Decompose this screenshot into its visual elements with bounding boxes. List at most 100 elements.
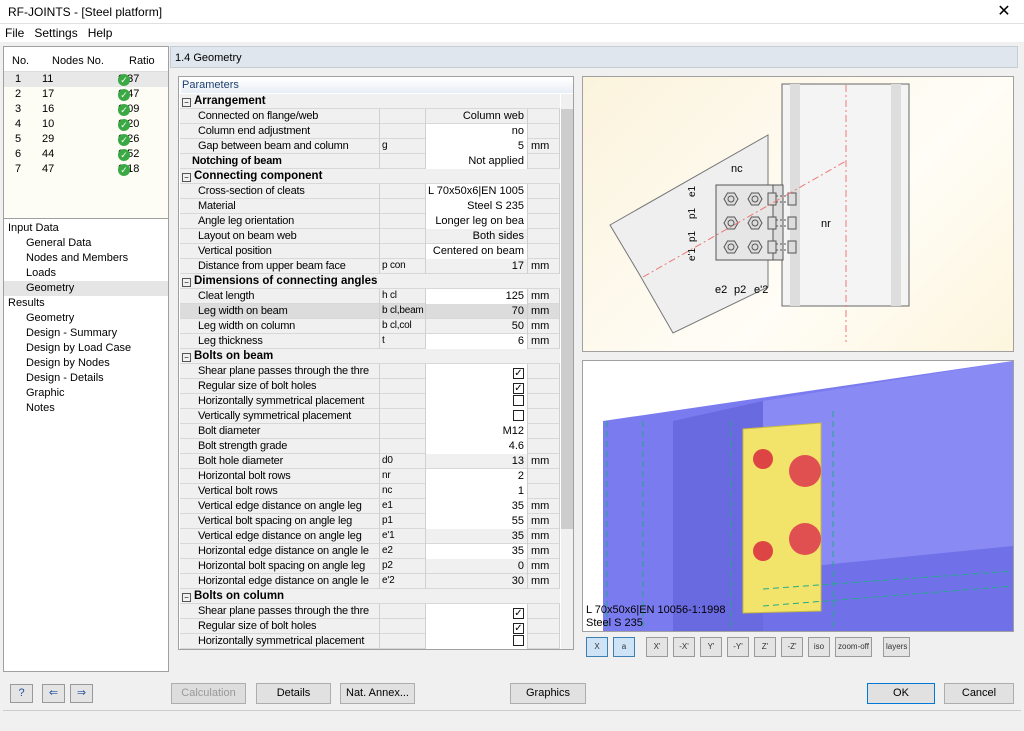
checkbox-unchecked[interactable] [513, 635, 524, 646]
view-neg-Xp-button[interactable]: -X' [673, 637, 695, 657]
export-icon[interactable]: ⇒ [70, 684, 93, 703]
param-group[interactable]: − Connecting component [180, 169, 560, 184]
3d-view[interactable]: L 70x50x6|EN 10056-1:1998 Steel S 235 [582, 360, 1014, 632]
param-value-cell[interactable]: 70 [426, 304, 528, 319]
param-group[interactable]: − Bolts on column [180, 589, 560, 604]
param-row[interactable]: Gap between beam and column g 5 mm [180, 139, 560, 154]
calculation-button[interactable]: Calculation [171, 683, 246, 704]
param-value-cell[interactable]: Steel S 235 [426, 199, 528, 214]
param-value-cell[interactable]: 4.6 [426, 439, 528, 454]
view-Xp-button[interactable]: X' [646, 637, 668, 657]
param-row[interactable]: Distance from upper beam face p con 17 mm [180, 259, 560, 274]
param-row[interactable]: Vertical edge distance on angle leg e'1 35… [180, 529, 560, 544]
param-value-cell[interactable]: Both sides [426, 229, 528, 244]
col-nodes-no[interactable]: Nodes No. [52, 55, 104, 67]
menu-file[interactable]: File [5, 26, 25, 40]
collapse-icon[interactable]: − [182, 593, 191, 602]
view-neg-Yp-button[interactable]: -Y' [727, 637, 749, 657]
graphics-button[interactable]: Graphics [510, 683, 586, 704]
node-row[interactable]: 5 29 ✓0.26 [4, 132, 168, 147]
param-value-cell[interactable]: no [426, 124, 528, 139]
param-row[interactable]: Shear plane passes through the thre ✓ [180, 364, 560, 379]
param-row[interactable]: Vertically symmetrical placement [180, 409, 560, 424]
cancel-button[interactable]: Cancel [944, 683, 1014, 704]
param-row[interactable]: Regular size of bolt holes ✓ [180, 619, 560, 634]
checkbox-checked[interactable]: ✓ [513, 608, 524, 619]
param-row[interactable]: Notching of beam Not applied [180, 154, 560, 169]
param-value-cell[interactable]: 5 [426, 139, 528, 154]
view-zoomneg-off-button[interactable]: zoom-off [835, 637, 872, 657]
tree-item[interactable]: Design - Summary [26, 327, 118, 339]
tree-item[interactable]: Design by Nodes [26, 357, 110, 369]
param-value-cell[interactable]: M12 [426, 424, 528, 439]
param-row[interactable]: Horizontal bolt spacing on angle leg p2 0 m… [180, 559, 560, 574]
param-value-cell[interactable]: ✓ [426, 619, 528, 634]
param-value-cell[interactable]: ✓ [426, 604, 528, 619]
param-value-cell[interactable] [426, 394, 528, 409]
details-button[interactable]: Details [256, 683, 331, 704]
param-value-cell[interactable]: 2 [426, 469, 528, 484]
tree-item[interactable]: Input Data [8, 222, 59, 234]
node-row[interactable]: 6 44 ✓0.52 [4, 147, 168, 162]
param-row[interactable]: Horizontal edge distance on angle le e'2 3… [180, 574, 560, 589]
tree-item[interactable]: Design by Load Case [26, 342, 132, 354]
param-row[interactable]: Horizontal bolt rows nr 2 [180, 469, 560, 484]
param-value-cell[interactable]: 35 [426, 499, 528, 514]
param-value-cell[interactable]: ✓ [426, 379, 528, 394]
checkbox-unchecked[interactable] [513, 410, 524, 421]
param-value-cell[interactable]: Column web [426, 109, 528, 124]
collapse-icon[interactable]: − [182, 98, 191, 107]
param-value-cell[interactable] [426, 409, 528, 424]
param-value-cell[interactable]: 55 [426, 514, 528, 529]
collapse-icon[interactable]: − [182, 353, 191, 362]
param-row[interactable]: Bolt hole diameter d0 13 mm [180, 454, 560, 469]
tree-item[interactable]: General Data [26, 237, 92, 249]
param-row[interactable]: Cleat length h cl 125 mm [180, 289, 560, 304]
param-row[interactable]: Material Steel S 235 [180, 199, 560, 214]
col-ratio[interactable]: Ratio [129, 55, 155, 67]
param-group[interactable]: − Bolts on beam [180, 349, 560, 364]
view-X-button[interactable]: X [586, 637, 608, 657]
node-row[interactable]: 2 17 ✓0.47 [4, 87, 168, 102]
param-row[interactable]: Leg thickness t 6 mm [180, 334, 560, 349]
param-row[interactable]: Angle leg orientation Longer leg on bea [180, 214, 560, 229]
view-neg-Zp-button[interactable]: -Z' [781, 637, 803, 657]
checkbox-checked[interactable]: ✓ [513, 383, 524, 394]
view-layers-button[interactable]: layers [882, 637, 911, 657]
param-row[interactable]: Vertical edge distance on angle leg e1 35 m… [180, 499, 560, 514]
ok-button[interactable]: OK [867, 683, 935, 704]
col-no[interactable]: No. [12, 55, 30, 67]
param-row[interactable]: Regular size of bolt holes ✓ [180, 379, 560, 394]
collapse-icon[interactable]: − [182, 278, 191, 287]
param-group[interactable]: − Arrangement [180, 94, 560, 109]
param-value-cell[interactable]: 35 [426, 544, 528, 559]
param-row[interactable]: Leg width on beam b cl,beam 70 mm [180, 304, 560, 319]
collapse-icon[interactable]: − [182, 173, 191, 182]
import-icon[interactable]: ⇐ [42, 684, 65, 703]
scrollbar-thumb[interactable] [561, 109, 573, 529]
close-button[interactable]: ✕ [997, 3, 1011, 20]
param-value-cell[interactable] [426, 634, 528, 649]
param-value-cell[interactable]: ✓ [426, 364, 528, 379]
node-row[interactable]: 7 47 ✓0.18 [4, 162, 168, 177]
checkbox-checked[interactable]: ✓ [513, 368, 524, 379]
param-row[interactable]: Shear plane passes through the thre ✓ [180, 604, 560, 619]
param-row[interactable]: Column end adjustment no [180, 124, 560, 139]
param-row[interactable]: Vertical bolt spacing on angle leg p1 55 mm [180, 514, 560, 529]
param-row[interactable]: Horizontal edge distance on angle le e2 35… [180, 544, 560, 559]
view-a-button[interactable]: a [613, 637, 635, 657]
menu-settings[interactable]: Settings [34, 26, 78, 40]
node-row[interactable]: 3 16 ✓0.09 [4, 102, 168, 117]
param-value-cell[interactable]: 35 [426, 529, 528, 544]
param-value-cell[interactable]: 125 [426, 289, 528, 304]
param-value-cell[interactable]: Not applied [426, 154, 528, 169]
checkbox-checked[interactable]: ✓ [513, 623, 524, 634]
menu-help[interactable]: Help [87, 26, 113, 40]
param-row[interactable]: Bolt diameter M12 [180, 424, 560, 439]
view-Yp-button[interactable]: Y' [700, 637, 722, 657]
tree-item[interactable]: Results [8, 297, 45, 309]
tree-item[interactable]: Loads [26, 267, 56, 279]
param-row[interactable]: Vertical position Centered on beam [180, 244, 560, 259]
param-group[interactable]: − Dimensions of connecting angles [180, 274, 560, 289]
param-value-cell[interactable]: 6 [426, 334, 528, 349]
